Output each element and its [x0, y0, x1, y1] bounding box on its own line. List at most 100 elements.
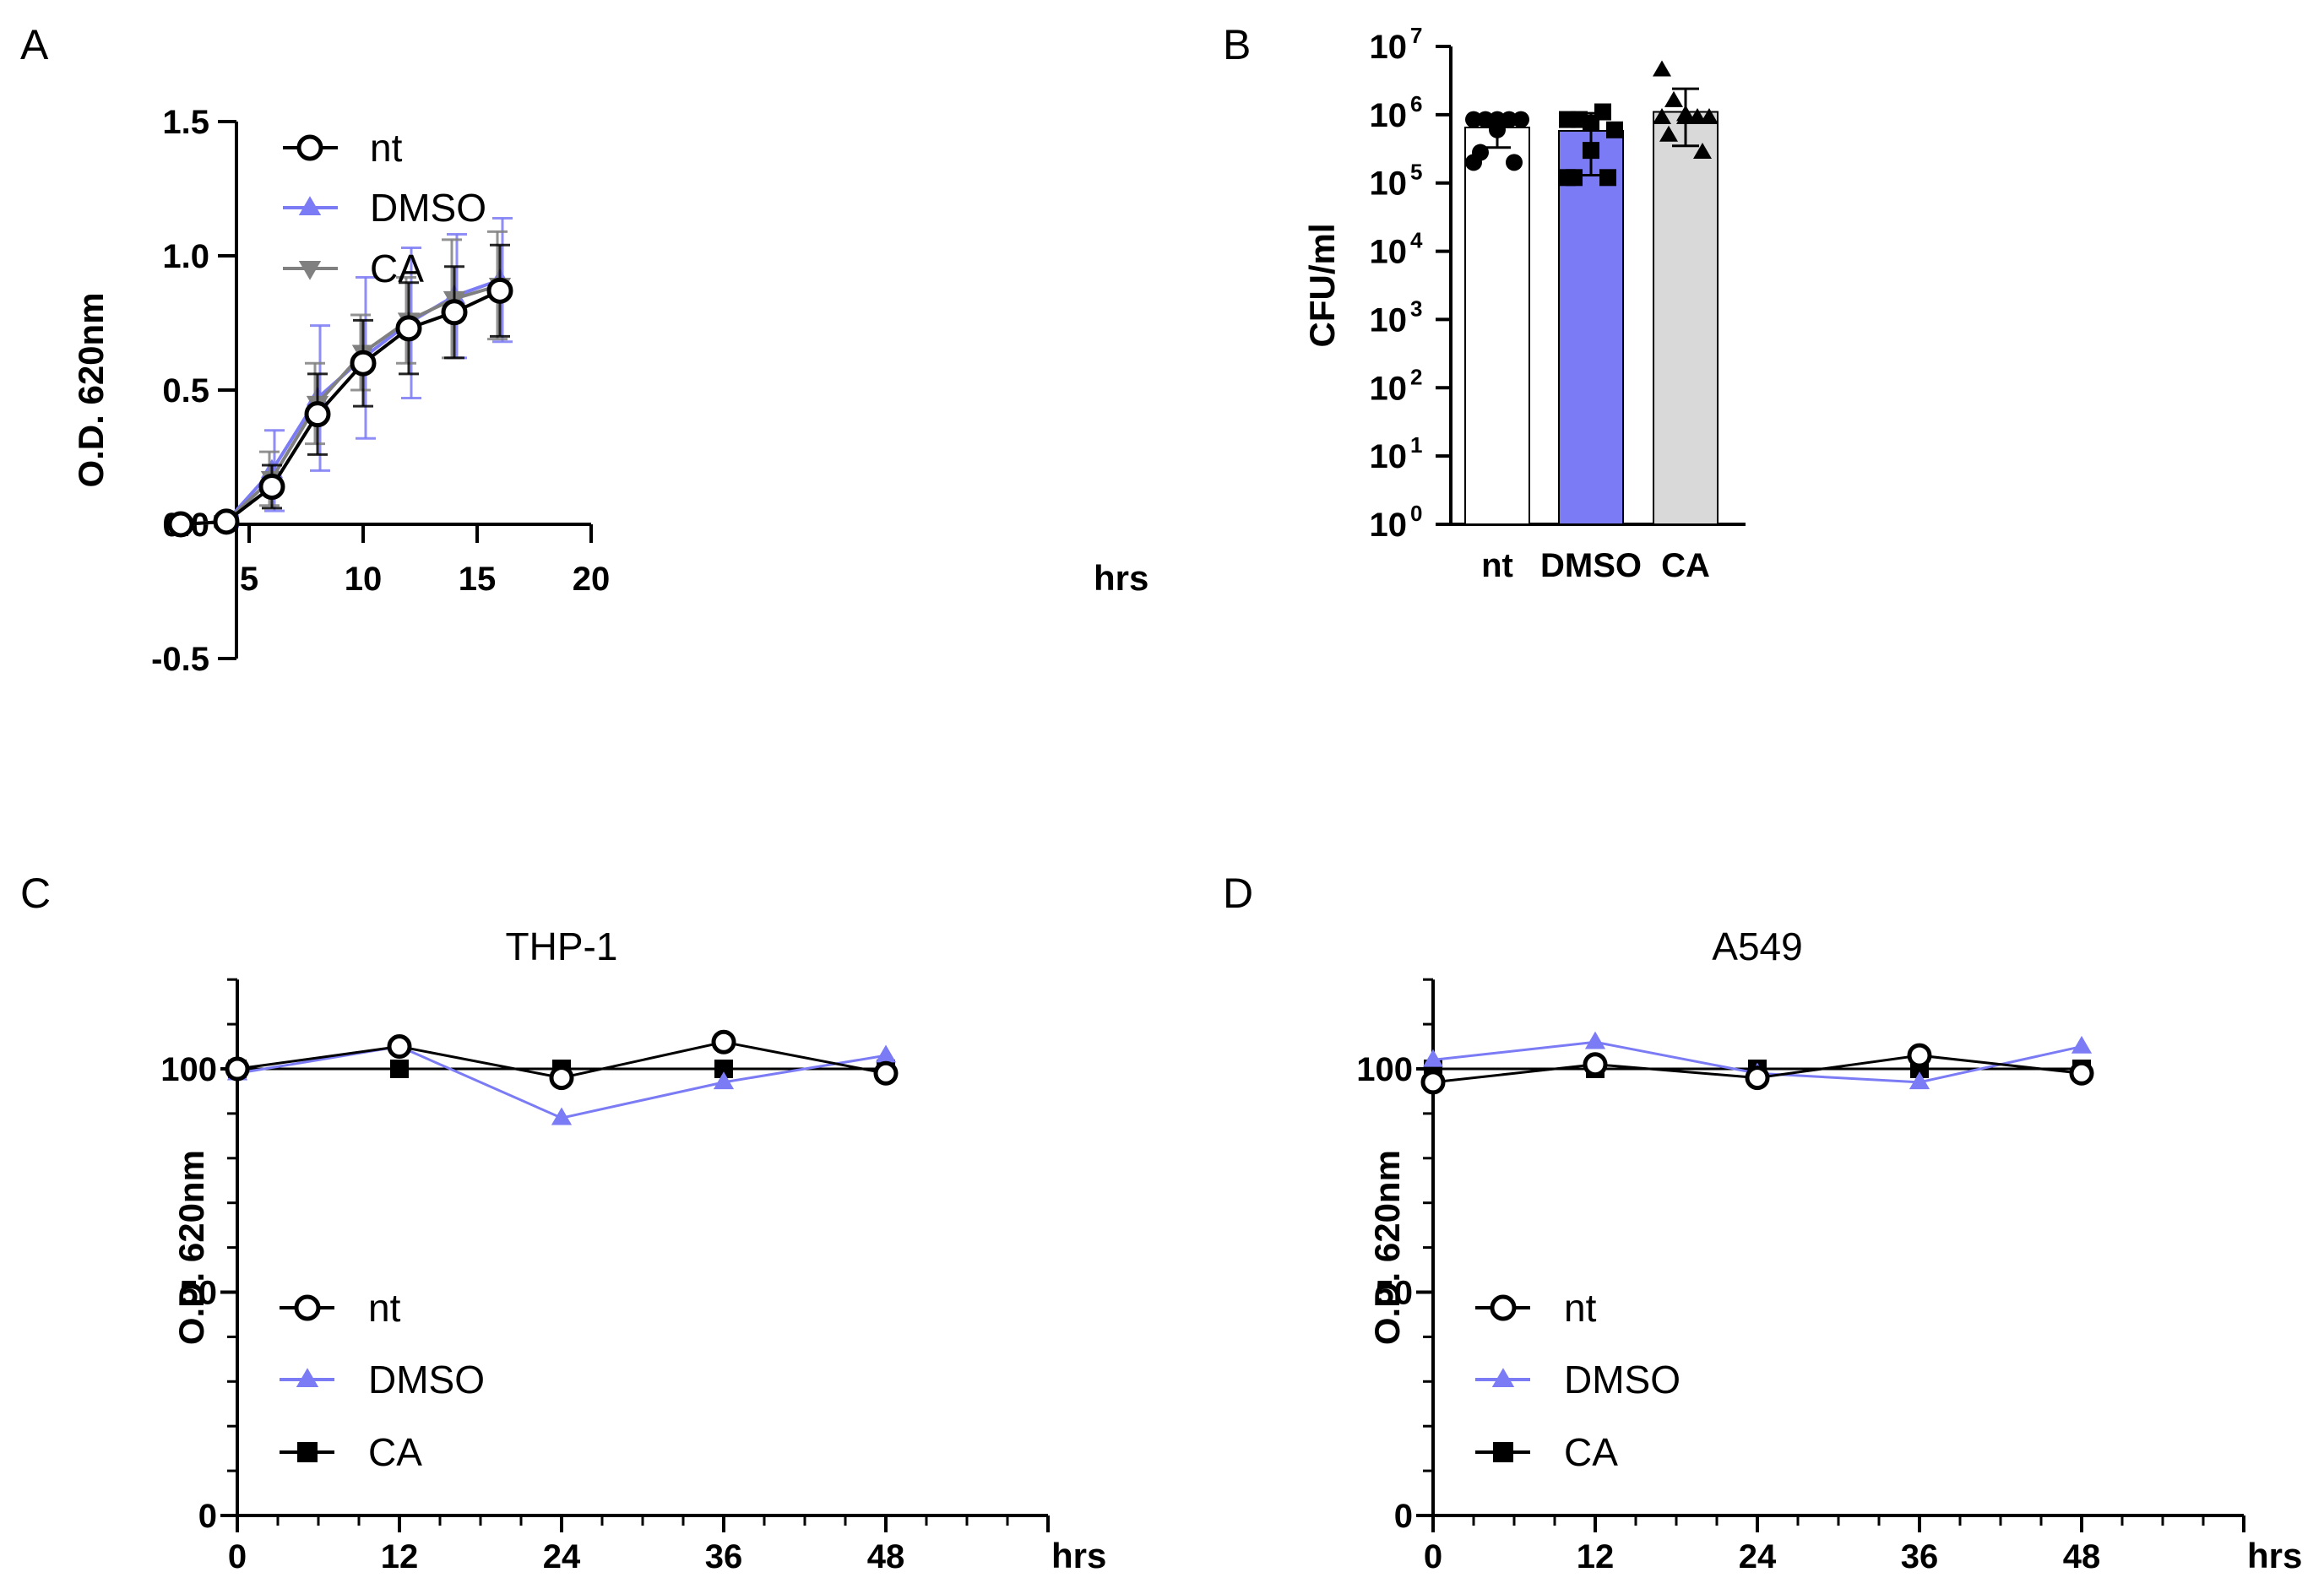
y-tick-exponent: 0	[1410, 501, 1422, 526]
x-tick-label: nt	[1481, 547, 1513, 584]
x-tick-label: 48	[2063, 1538, 2101, 1575]
y-tick-label: -0.5	[151, 641, 209, 678]
x-tick-label: 24	[543, 1538, 581, 1575]
legend-label: DMSO	[1564, 1358, 1681, 1402]
data-point	[350, 350, 377, 377]
data-point	[1583, 1052, 1608, 1077]
data-point	[441, 299, 468, 326]
series-nt	[1420, 1043, 2094, 1095]
data-point	[1688, 108, 1707, 125]
legend-marker	[1491, 1368, 1515, 1387]
data-point	[1664, 90, 1683, 107]
bar-dmso	[1558, 129, 1624, 525]
data-point	[167, 511, 194, 538]
x-tick-label: DMSO	[1540, 547, 1642, 584]
panel-letter: C	[20, 870, 51, 917]
legend-marker	[1493, 1442, 1513, 1462]
panel-title: THP-1	[506, 924, 618, 968]
panel-letter: D	[1223, 870, 1253, 917]
y-tick-label: 10	[1370, 438, 1408, 475]
y-axis-title: O.D. 620nm	[171, 1150, 211, 1345]
data-point	[1512, 111, 1529, 128]
y-tick-exponent: 4	[1410, 228, 1423, 253]
x-tick-label: 20	[573, 561, 611, 598]
x-tick-label: 15	[459, 561, 497, 598]
data-point	[304, 401, 331, 428]
data-point	[387, 1034, 412, 1060]
data-point	[1584, 1031, 1606, 1049]
legend-marker	[1490, 1294, 1517, 1321]
data-point	[714, 1060, 733, 1078]
bar-ca	[1653, 111, 1719, 525]
y-tick-exponent: 7	[1410, 23, 1422, 48]
x-tick-label: 12	[381, 1538, 419, 1575]
legend-marker	[298, 261, 322, 280]
legend-label: CA	[1564, 1430, 1618, 1474]
data-point	[1653, 108, 1671, 125]
y-tick-label: 0	[1394, 1498, 1413, 1535]
data-point	[1693, 143, 1712, 160]
data-point	[1653, 60, 1671, 77]
series-nt	[167, 243, 513, 538]
data-point	[551, 1107, 573, 1125]
data-point	[1422, 1049, 1444, 1067]
data-point	[2071, 1035, 2093, 1054]
data-point	[225, 1056, 250, 1082]
legend-marker	[296, 134, 323, 161]
data-point	[713, 1071, 735, 1090]
y-tick-exponent: 1	[1410, 432, 1422, 458]
x-tick-label: 36	[705, 1538, 743, 1575]
y-tick-label: 0.5	[162, 372, 209, 409]
data-point	[1907, 1043, 1932, 1068]
data-point	[2069, 1060, 2094, 1086]
x-axis-title: hrs	[1051, 1536, 1106, 1575]
panel-letter: A	[20, 21, 49, 68]
data-point	[1606, 121, 1623, 138]
x-tick-label: 10	[345, 561, 383, 598]
y-tick-label: 10	[1370, 301, 1408, 339]
data-point	[1465, 154, 1482, 171]
data-point	[1501, 111, 1518, 128]
legend-label: nt	[368, 1286, 401, 1330]
data-point	[213, 508, 240, 535]
x-axis-title: hrs	[1094, 558, 1148, 598]
x-axis-title: hrs	[2247, 1536, 2302, 1575]
legend-label: DMSO	[368, 1358, 485, 1402]
y-tick-label: 50	[1376, 1275, 1414, 1312]
y-tick-exponent: 2	[1410, 364, 1422, 389]
y-tick-exponent: 6	[1410, 91, 1422, 117]
data-point	[1559, 169, 1576, 187]
panel-title: A549	[1712, 924, 1802, 968]
y-tick-label: 1.5	[162, 104, 209, 141]
y-tick-label: 0	[198, 1498, 217, 1535]
y-tick-label: 50	[180, 1275, 218, 1312]
x-tick-label: CA	[1661, 547, 1710, 584]
data-point	[390, 1060, 409, 1078]
y-axis-title: O.D. 620nm	[1367, 1150, 1407, 1345]
legend-marker	[294, 1294, 321, 1321]
y-tick-label: 10	[1370, 97, 1408, 134]
data-point	[1506, 154, 1523, 171]
data-point	[1489, 121, 1506, 138]
data-point	[873, 1060, 899, 1086]
data-point	[1583, 142, 1599, 160]
y-tick-exponent: 3	[1410, 295, 1422, 321]
legend-label: CA	[368, 1430, 422, 1474]
y-tick-label: 10	[1370, 234, 1408, 271]
data-point	[1465, 111, 1482, 128]
y-tick-label: 10	[1370, 29, 1408, 66]
y-axis-title: CFU/ml	[1302, 224, 1342, 348]
data-point	[395, 315, 422, 342]
series-ca	[168, 230, 512, 536]
data-point	[486, 277, 513, 304]
data-point	[1676, 108, 1695, 125]
data-point	[875, 1044, 897, 1063]
x-tick-label: 0	[1424, 1538, 1442, 1575]
data-point	[1594, 103, 1611, 121]
data-point	[1700, 108, 1719, 125]
panel-d: D A549 0 50 100 0 12 24 36 48 hrs O.D. 620nm nt DMSO C…	[1223, 870, 2302, 1575]
data-point	[1599, 169, 1616, 187]
panel-c: C THP-1 0 50 100 0 12 24 36 48 hrs O.D. 620nm nt DMSO…	[20, 870, 1106, 1575]
